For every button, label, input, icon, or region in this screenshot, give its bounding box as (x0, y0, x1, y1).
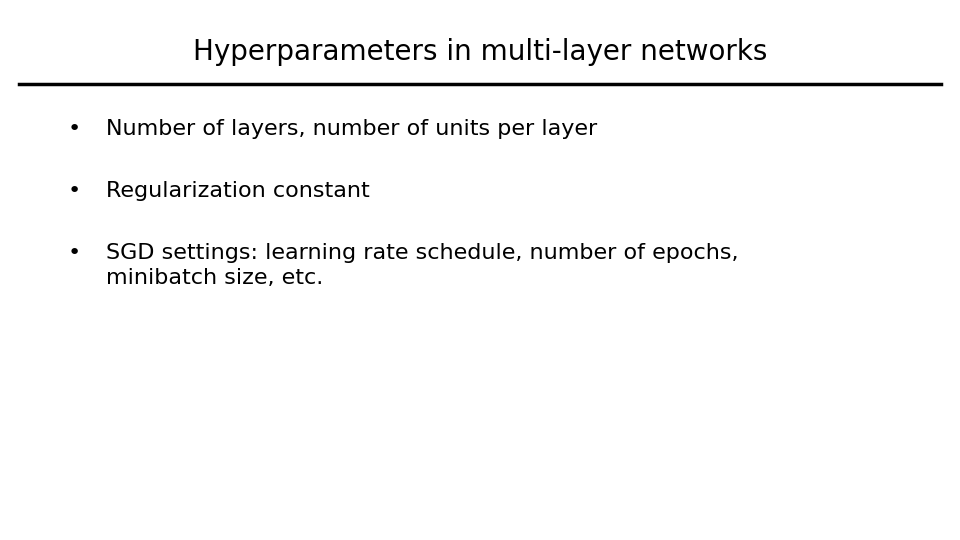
Text: •: • (67, 243, 81, 263)
Text: SGD settings: learning rate schedule, number of epochs,
minibatch size, etc.: SGD settings: learning rate schedule, nu… (106, 243, 738, 288)
Text: •: • (67, 119, 81, 139)
Text: Hyperparameters in multi-layer networks: Hyperparameters in multi-layer networks (193, 38, 767, 66)
Text: Regularization constant: Regularization constant (106, 181, 370, 201)
Text: Number of layers, number of units per layer: Number of layers, number of units per la… (106, 119, 597, 139)
Text: •: • (67, 181, 81, 201)
